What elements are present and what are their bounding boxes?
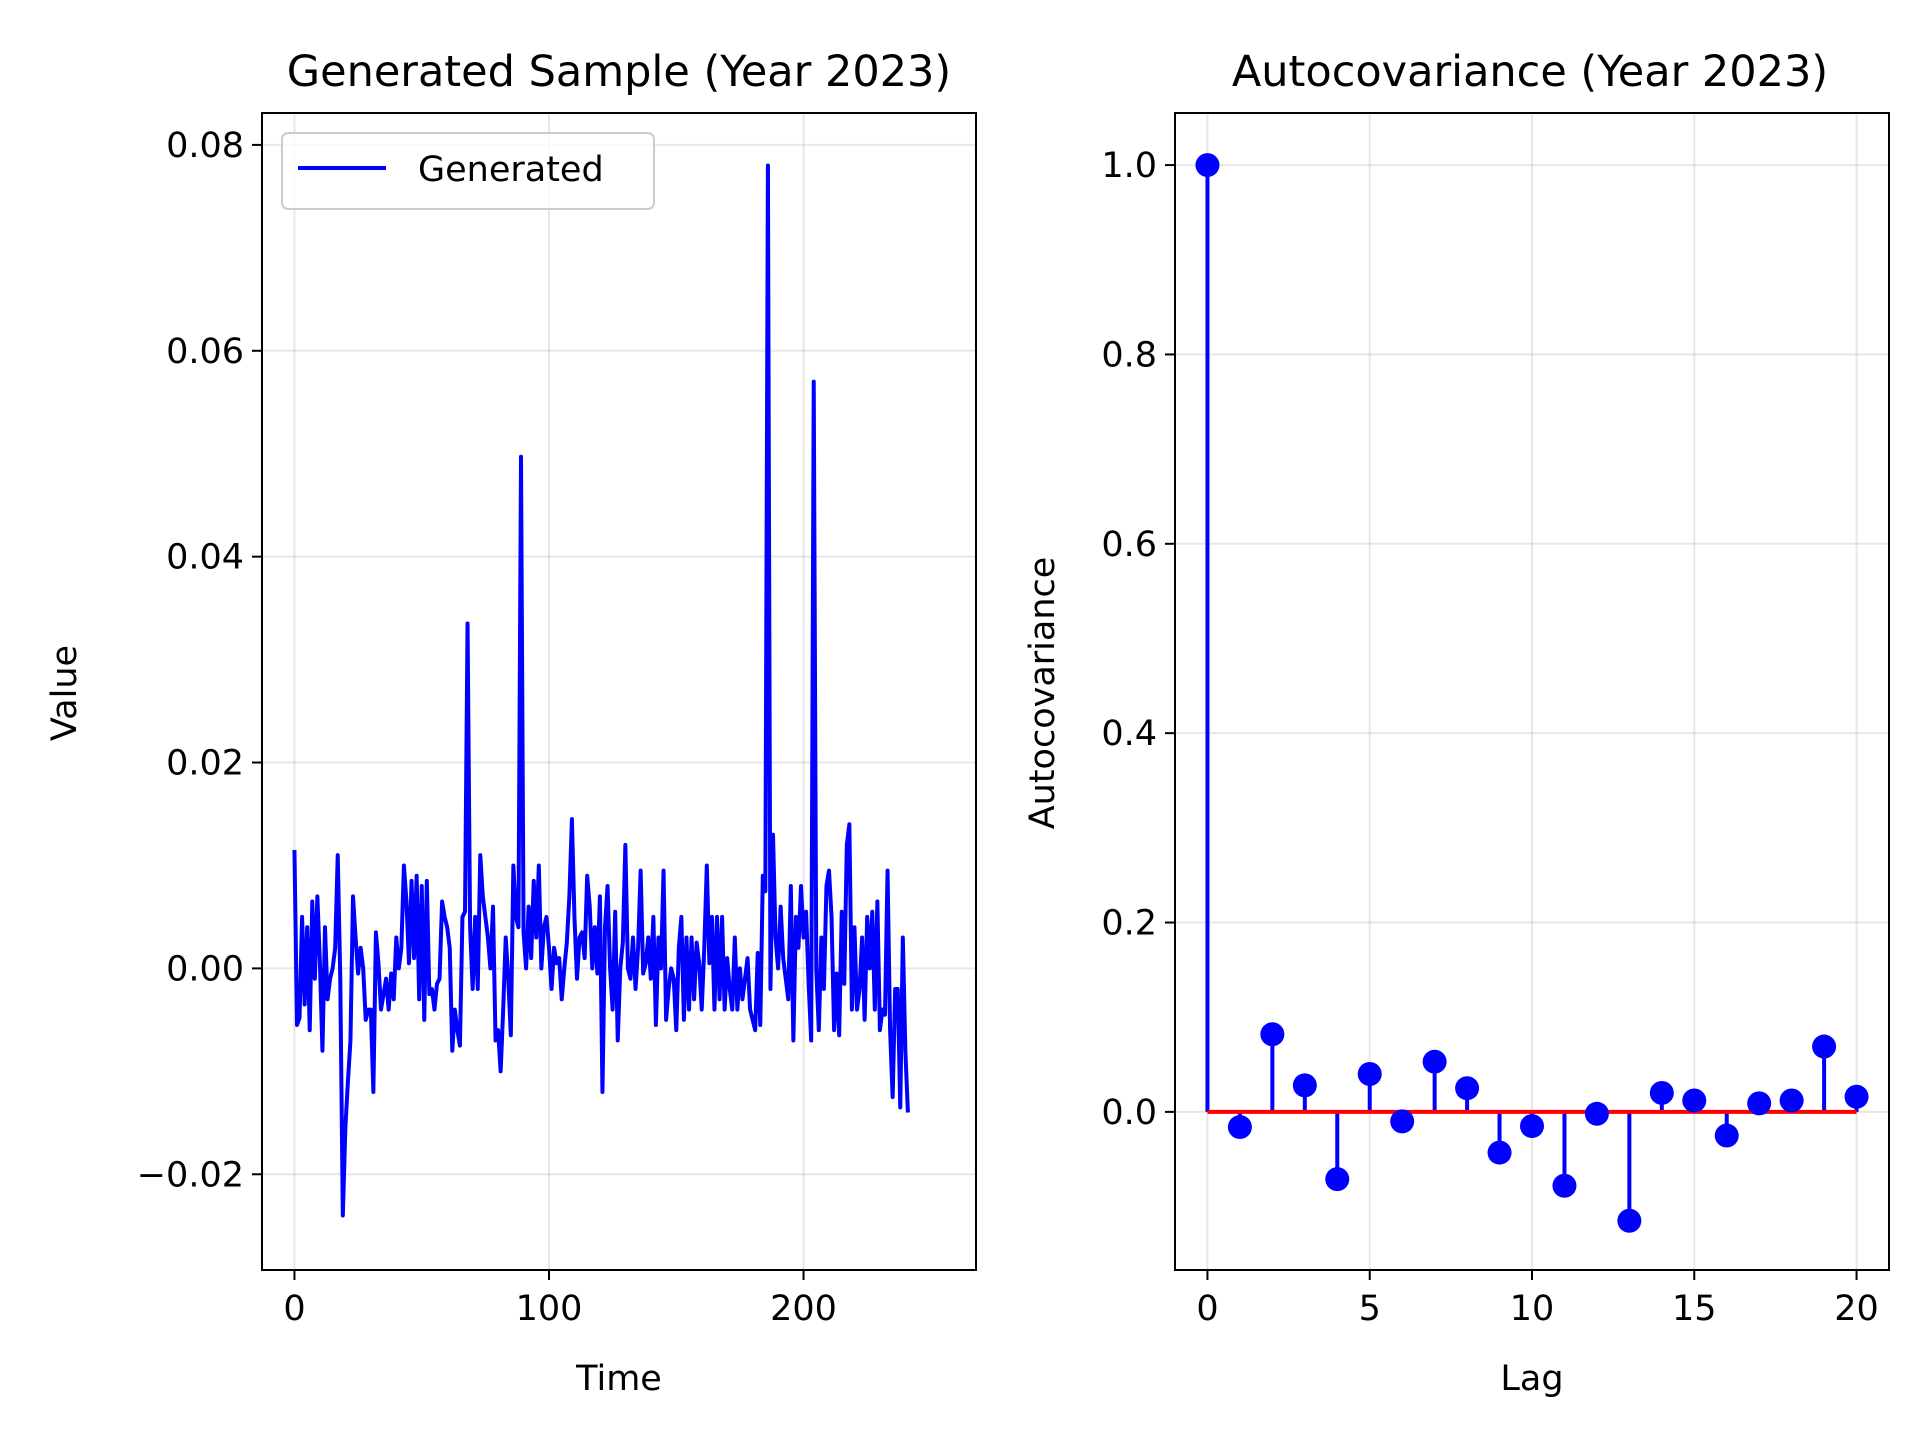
stem-marker: [1649, 1080, 1674, 1105]
y-axis-label: Value: [45, 645, 85, 741]
stem-markers: [1195, 153, 1869, 1233]
y-tick-label: 0.02: [166, 744, 244, 784]
y-tick-label: 0.4: [1101, 714, 1157, 754]
x-ticks: 0 5 10 15 20: [1196, 1270, 1879, 1329]
autocovariance-panel: Autocovariance (Year 2023) 0 5 10 15 20 0.00…: [1023, 47, 1890, 1399]
stem-marker: [1714, 1123, 1739, 1148]
series-lines: [292, 163, 910, 1218]
stem-marker: [1812, 1034, 1837, 1059]
chart-title: Autocovariance (Year 2023): [1232, 47, 1828, 97]
legend: Generated: [281, 132, 655, 210]
y-tick-label: 0.0: [1101, 1093, 1157, 1133]
x-axis-label: Time: [575, 1359, 662, 1399]
stem-marker: [1747, 1091, 1772, 1116]
x-tick-label: 15: [1672, 1289, 1717, 1329]
stem-marker: [1487, 1140, 1512, 1165]
stem-marker: [1584, 1101, 1609, 1126]
stem-marker: [1844, 1084, 1869, 1109]
stem-marker: [1357, 1062, 1382, 1087]
y-tick-label: 1.0: [1101, 146, 1157, 186]
x-axis-label: Lag: [1500, 1359, 1563, 1399]
stem-marker: [1195, 153, 1220, 178]
series-line-generated: [292, 163, 910, 1218]
stem-marker: [1617, 1208, 1642, 1233]
stem-marker: [1260, 1022, 1285, 1047]
stem-marker: [1390, 1109, 1415, 1134]
x-tick-label: 0: [283, 1289, 305, 1329]
x-tick-label: 20: [1834, 1289, 1879, 1329]
chart-title: Generated Sample (Year 2023): [287, 47, 951, 97]
y-tick-label: 0.04: [166, 538, 244, 578]
stem-marker: [1292, 1073, 1317, 1098]
stem-marker: [1779, 1088, 1804, 1113]
y-tick-label: 0.6: [1101, 525, 1157, 565]
y-tick-label: 0.2: [1101, 904, 1157, 944]
generated-sample-panel: Generated Sample (Year 2023) 0 100 200 −0.…: [45, 47, 977, 1399]
y-tick-label: 0.08: [166, 126, 244, 166]
stem-marker: [1520, 1114, 1544, 1139]
grid-lines: [262, 113, 976, 1270]
x-tick-label: 200: [770, 1289, 837, 1329]
x-tick-label: 10: [1510, 1289, 1555, 1329]
stem-marker: [1682, 1088, 1707, 1113]
legend-label-generated: Generated: [418, 150, 604, 190]
stem-marker: [1227, 1115, 1252, 1140]
stem-marker: [1325, 1167, 1350, 1192]
y-tick-label: 0.00: [166, 949, 244, 989]
plot-frame: [261, 112, 977, 1271]
y-ticks: −0.02 0.00 0.02 0.04 0.06 0.08: [137, 126, 262, 1195]
y-ticks: 0.0 0.2 0.4 0.6 0.8 1.0: [1101, 146, 1175, 1133]
y-tick-label: 0.8: [1101, 335, 1157, 375]
x-tick-label: 5: [1359, 1289, 1381, 1329]
stem-marker: [1552, 1173, 1577, 1198]
x-ticks: 0 100 200: [283, 1270, 837, 1329]
y-axis-label: Autocovariance: [1023, 557, 1063, 830]
stem-marker: [1422, 1049, 1447, 1074]
x-tick-label: 0: [1196, 1289, 1218, 1329]
y-tick-label: 0.06: [166, 332, 244, 372]
y-tick-label: −0.02: [137, 1155, 244, 1195]
x-tick-label: 100: [516, 1289, 583, 1329]
legend-box: [281, 132, 655, 210]
stem-marker: [1455, 1076, 1480, 1101]
